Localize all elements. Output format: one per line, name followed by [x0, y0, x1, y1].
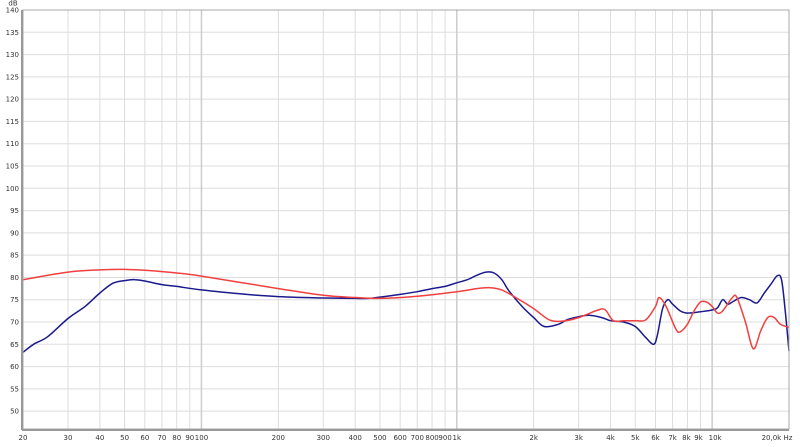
x-tick-label: 500: [373, 434, 386, 442]
x-axis: 20 30 40 50 60 70 80 90 100 200 300 400 500 600 700 800…: [19, 434, 793, 442]
x-tick-label: 4k: [606, 434, 615, 442]
y-tick-label: 50: [10, 408, 19, 416]
y-tick-label: 60: [10, 363, 19, 371]
x-tick-label: 90: [185, 434, 194, 442]
x-tick-label: 2k: [529, 434, 538, 442]
y-tick-label: 120: [6, 96, 19, 104]
x-tick-label: 200: [272, 434, 285, 442]
series-group: [22, 268, 790, 353]
x-tick-label: 20,0k Hz: [762, 434, 793, 442]
x-tick-label: 900: [438, 434, 451, 442]
y-tick-label: 130: [6, 51, 19, 59]
y-tick-label: 100: [6, 185, 19, 193]
y-tick-label: 110: [6, 140, 19, 148]
x-tick-label: 100: [195, 434, 208, 442]
x-tick-label: 10k: [709, 434, 723, 442]
x-tick-label: 3k: [574, 434, 583, 442]
x-tick-label: 6k: [651, 434, 660, 442]
y-tick-label: 55: [10, 385, 19, 393]
y-tick-label: 65: [10, 341, 19, 349]
y-axis: 50 55 60 65 70 75 80 85 90 95 100 105 110 115 120 125 13…: [6, 7, 19, 416]
x-tick-label: 8k: [682, 434, 691, 442]
x-tick-label: 300: [317, 434, 330, 442]
x-tick-label: 600: [393, 434, 406, 442]
x-tick-label: 1k: [453, 434, 462, 442]
x-tick-label: 9k: [694, 434, 703, 442]
series-line-2: [22, 268, 790, 350]
x-tick-label: 20: [19, 434, 28, 442]
series-line-1: [22, 271, 790, 353]
x-tick-label: 80: [172, 434, 181, 442]
grid: [22, 9, 790, 429]
x-tick-label: 60: [140, 434, 149, 442]
y-axis-label: dB: [8, 0, 17, 8]
y-tick-label: 135: [6, 29, 19, 37]
y-tick-label: 70: [10, 319, 19, 327]
y-tick-label: 140: [6, 7, 19, 15]
x-tick-label: 7k: [668, 434, 677, 442]
y-tick-label: 115: [6, 118, 19, 126]
x-tick-label: 5k: [631, 434, 640, 442]
y-tick-label: 75: [10, 296, 19, 304]
y-tick-label: 85: [10, 252, 19, 260]
x-tick-label: 70: [157, 434, 166, 442]
y-tick-label: 95: [10, 207, 19, 215]
y-tick-label: 125: [6, 73, 19, 81]
x-tick-label: 800: [425, 434, 438, 442]
x-tick-label: 700: [411, 434, 424, 442]
y-tick-label: 80: [10, 274, 19, 282]
y-tick-label: 90: [10, 229, 19, 237]
y-tick-label: 105: [6, 163, 19, 171]
x-tick-label: 400: [349, 434, 362, 442]
x-tick-label: 40: [95, 434, 104, 442]
x-tick-label: 50: [120, 434, 129, 442]
x-tick-label: 30: [64, 434, 73, 442]
